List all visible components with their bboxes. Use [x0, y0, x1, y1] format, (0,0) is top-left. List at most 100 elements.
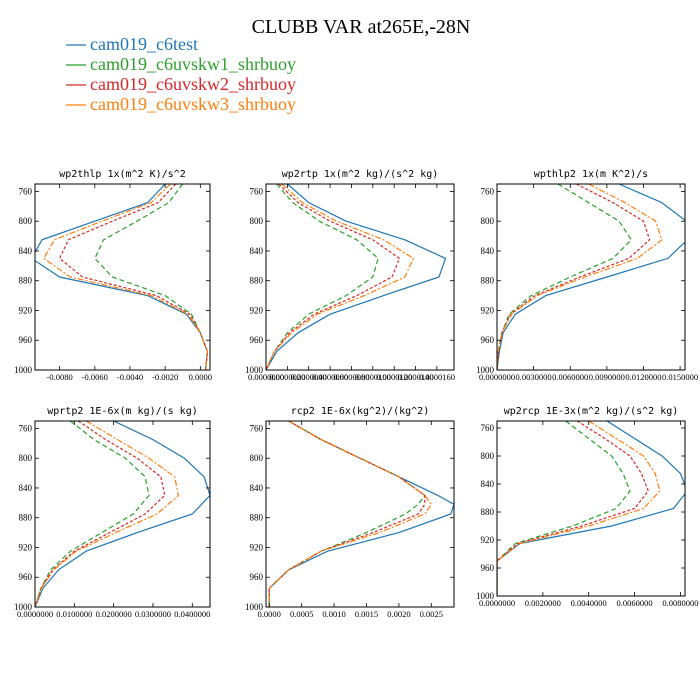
- ytick-label: 840: [250, 483, 264, 493]
- ytick-label: 880: [481, 507, 495, 517]
- legend-label-4: cam019_c6uvskw3_shrbuoy: [90, 94, 296, 114]
- xtick-label: 0.0000160: [419, 372, 455, 382]
- panel-5: rcp2 1E-6x(kg^2)/(kg^2) 760 800 840 880 920 96…: [245, 406, 455, 619]
- series-line-1: [35, 184, 209, 370]
- xtick-label: 0.0025: [420, 609, 443, 619]
- ytick-label: 1000: [245, 365, 264, 375]
- plot-frame: [496, 183, 686, 371]
- ytick-label: 840: [250, 246, 264, 256]
- ytick-label: 920: [250, 542, 264, 552]
- ytick-label: 920: [250, 305, 264, 315]
- xtick-label: 0.0000060: [312, 372, 348, 382]
- ytick-label: 840: [19, 483, 33, 493]
- figure-title: CLUBB VAR at265E,-28N: [252, 16, 471, 38]
- series-line-4: [35, 421, 180, 607]
- xtick-label: 0.0300000: [135, 609, 171, 619]
- xtick-label: 0.0000: [258, 609, 281, 619]
- xtick-label: 0.0120000: [625, 372, 661, 382]
- series-line-1: [497, 421, 685, 596]
- ytick-label: 800: [250, 216, 264, 226]
- series-group: [268, 421, 454, 607]
- panel-title: rcp2 1E-6x(kg^2)/(kg^2): [291, 406, 429, 417]
- series-line-2: [94, 184, 209, 370]
- ytick-label: 920: [19, 542, 33, 552]
- plot-frame: [265, 420, 455, 608]
- xtick-label: 0.0000080: [333, 372, 369, 382]
- xtick-label: -0.0080: [47, 372, 73, 382]
- plot-frame: [34, 420, 211, 608]
- series-line-4: [497, 184, 663, 370]
- panel-1: wp2thlp 1x(m^2 K)/s^2 760 800 840 880 920 960 1…: [14, 169, 212, 382]
- series-line-4: [497, 421, 661, 596]
- panel-title: wp2thlp 1x(m^2 K)/s^2: [59, 169, 185, 180]
- panel-title: wp2rtp 1x(m^2 kg)/(s^2 kg): [282, 169, 439, 180]
- ytick-label: 880: [19, 513, 33, 523]
- panel-title: wp2rcp 1E-3x(m^2 kg)/(s^2 kg): [504, 406, 679, 417]
- ytick-label: 760: [481, 423, 495, 433]
- series-line-3: [497, 184, 651, 370]
- xtick-label: 0.0000120: [376, 372, 412, 382]
- xtick-label: 0.0150000: [662, 372, 698, 382]
- ytick-label: 960: [481, 563, 495, 573]
- series-line-4: [43, 184, 209, 370]
- legend-label-1: cam019_c6test: [90, 34, 198, 54]
- ytick-label: 800: [250, 453, 264, 463]
- ytick-label: 800: [19, 453, 33, 463]
- series-line-2: [266, 184, 379, 370]
- plot-frame: [265, 183, 455, 371]
- xtick-label: 0.0060000: [616, 598, 652, 608]
- xtick-label: 0.0000100: [355, 372, 391, 382]
- legend-label-2: cam019_c6uvskw1_shrbuoy: [90, 54, 296, 74]
- ytick-label: 760: [250, 186, 264, 196]
- ytick-label: 960: [250, 335, 264, 345]
- xtick-label: 0.0020: [387, 609, 410, 619]
- ytick-label: 920: [481, 305, 495, 315]
- ytick-label: 760: [481, 186, 495, 196]
- ytick-label: 880: [481, 276, 495, 286]
- ytick-label: 840: [481, 479, 495, 489]
- ytick-label: 1000: [14, 602, 33, 612]
- plot-frame: [496, 420, 686, 597]
- xtick-label: -0.0060: [82, 372, 108, 382]
- ytick-label: 800: [481, 216, 495, 226]
- panel-title: wpthlp2 1x(m K^2)/s: [534, 169, 648, 180]
- series-line-3: [266, 184, 401, 370]
- xtick-label: 0.0000020: [269, 372, 305, 382]
- ytick-label: 920: [19, 305, 33, 315]
- panel-title: wprtp2 1E-6x(m kg)/(s kg): [47, 406, 198, 417]
- series-group: [35, 421, 210, 607]
- xtick-label: 0.0040000: [571, 598, 607, 608]
- plot-frame: [34, 183, 211, 371]
- ytick-label: 880: [19, 276, 33, 286]
- series-group: [497, 184, 685, 370]
- panel-3: wpthlp2 1x(m K^2)/s 760 800 840 880 920 960 100…: [476, 169, 698, 382]
- ytick-label: 840: [19, 246, 33, 256]
- series-line-4: [268, 421, 433, 607]
- xtick-label: 0.0000000: [248, 372, 284, 382]
- xtick-label: 0.0400000: [174, 609, 210, 619]
- panel-4: wprtp2 1E-6x(m kg)/(s kg) 760 800 840 880 920…: [14, 406, 211, 619]
- xtick-label: 0.0000040: [291, 372, 327, 382]
- series-line-3: [35, 421, 166, 607]
- series-line-3: [268, 421, 426, 607]
- ytick-label: 800: [481, 451, 495, 461]
- series-line-2: [497, 184, 633, 370]
- xtick-label: 0.0000000: [17, 609, 53, 619]
- series-line-2: [268, 421, 426, 607]
- xtick-label: 0.0000000: [479, 598, 515, 608]
- ytick-label: 960: [250, 572, 264, 582]
- series-group: [497, 421, 685, 596]
- series-group: [266, 184, 447, 370]
- series-line-1: [35, 421, 210, 607]
- xtick-label: 0.0000000: [479, 372, 515, 382]
- ytick-label: 760: [19, 186, 33, 196]
- xtick-label: 0.0020000: [525, 598, 561, 608]
- ytick-label: 1000: [245, 602, 264, 612]
- xtick-label: 0.0000: [189, 372, 212, 382]
- xtick-label: 0.0080000: [662, 598, 698, 608]
- ytick-label: 960: [19, 335, 33, 345]
- xtick-label: 0.0060000: [552, 372, 588, 382]
- ytick-label: 840: [481, 246, 495, 256]
